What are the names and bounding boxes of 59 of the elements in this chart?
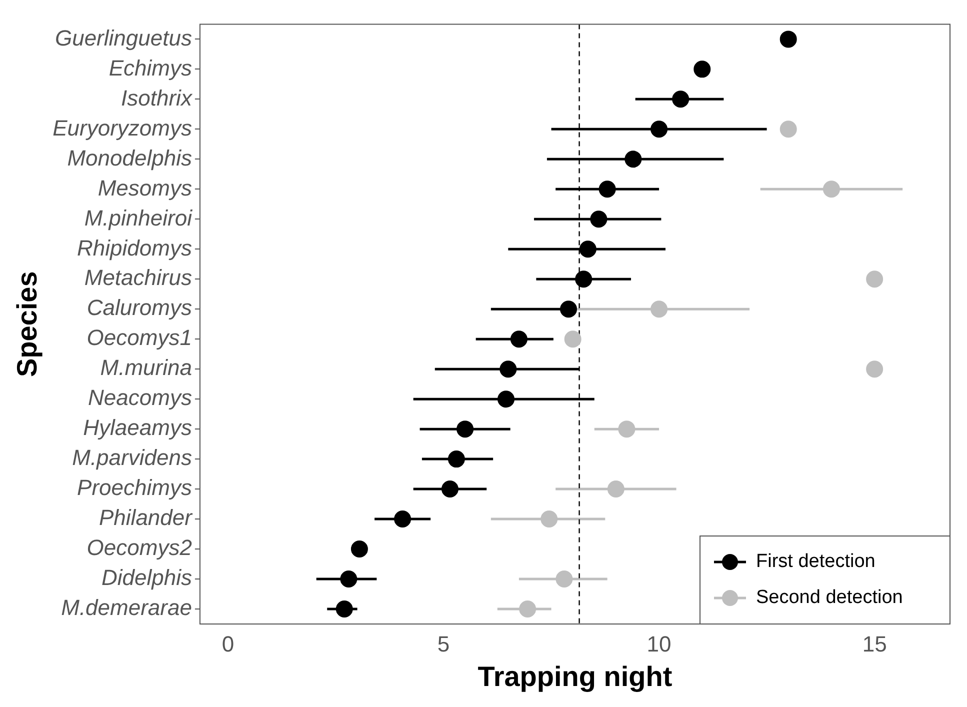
point (560, 300, 578, 318)
y-tick-label: Guerlinguetus (54, 25, 192, 50)
x-tick-label: 5 (437, 631, 450, 656)
y-tick-label: Monodelphis (67, 145, 192, 170)
point (336, 600, 353, 618)
y-tick-label: Rhipidomys (77, 235, 192, 260)
point (498, 390, 515, 408)
point (441, 480, 458, 498)
point (590, 210, 608, 228)
point (624, 150, 642, 168)
y-tick-label: Echimys (108, 55, 192, 80)
y-tick-label: M.demerarae (61, 595, 192, 620)
y-tick-label: Oecomys2 (86, 535, 192, 560)
y-tick-label: Mesomys (98, 175, 192, 200)
point (575, 270, 592, 288)
point (579, 240, 596, 258)
point (556, 570, 573, 588)
point (672, 90, 690, 108)
point (866, 360, 884, 378)
y-tick-label: Oecomys1 (86, 325, 192, 350)
x-tick-label: 15 (862, 631, 887, 656)
legend-label: Second detection (756, 587, 903, 608)
point (598, 180, 616, 198)
x-tick-label: 10 (646, 631, 672, 656)
point (519, 600, 536, 618)
y-axis-title: Species (12, 271, 43, 378)
y-tick-label: Metachirus (84, 265, 192, 290)
point (694, 60, 711, 78)
y-tick-label: Neacomys (88, 385, 192, 410)
y-tick-label: M.murina (100, 355, 192, 380)
y-tick-label: M.parvidens (72, 445, 192, 470)
point (780, 120, 797, 138)
y-tick-label: Euryoryzomys (52, 115, 192, 140)
legend-label: First detection (756, 551, 876, 572)
point (650, 120, 668, 138)
point (394, 510, 412, 528)
point (607, 480, 624, 498)
point (540, 510, 558, 528)
y-tick-label: Hylaeamys (83, 415, 192, 440)
point (350, 540, 368, 558)
y-tick-label: Isothrix (121, 85, 193, 110)
point (500, 360, 517, 378)
x-axis-title: Trapping night (478, 660, 672, 692)
x-tick-label: 0 (222, 631, 234, 656)
point (510, 330, 528, 348)
point (448, 450, 465, 468)
y-tick-label: Proechimys (77, 475, 192, 500)
point (866, 270, 884, 288)
point (618, 420, 636, 438)
y-tick-label: Philander (99, 505, 194, 530)
y-tick-label: Caluromys (86, 295, 192, 320)
point (456, 420, 474, 438)
y-tick-label: M.pinheiroi (84, 205, 194, 230)
point (780, 30, 797, 48)
point (822, 180, 840, 198)
point (340, 570, 358, 588)
y-tick-label: Didelphis (101, 565, 192, 590)
point (564, 330, 582, 348)
point (650, 300, 668, 318)
